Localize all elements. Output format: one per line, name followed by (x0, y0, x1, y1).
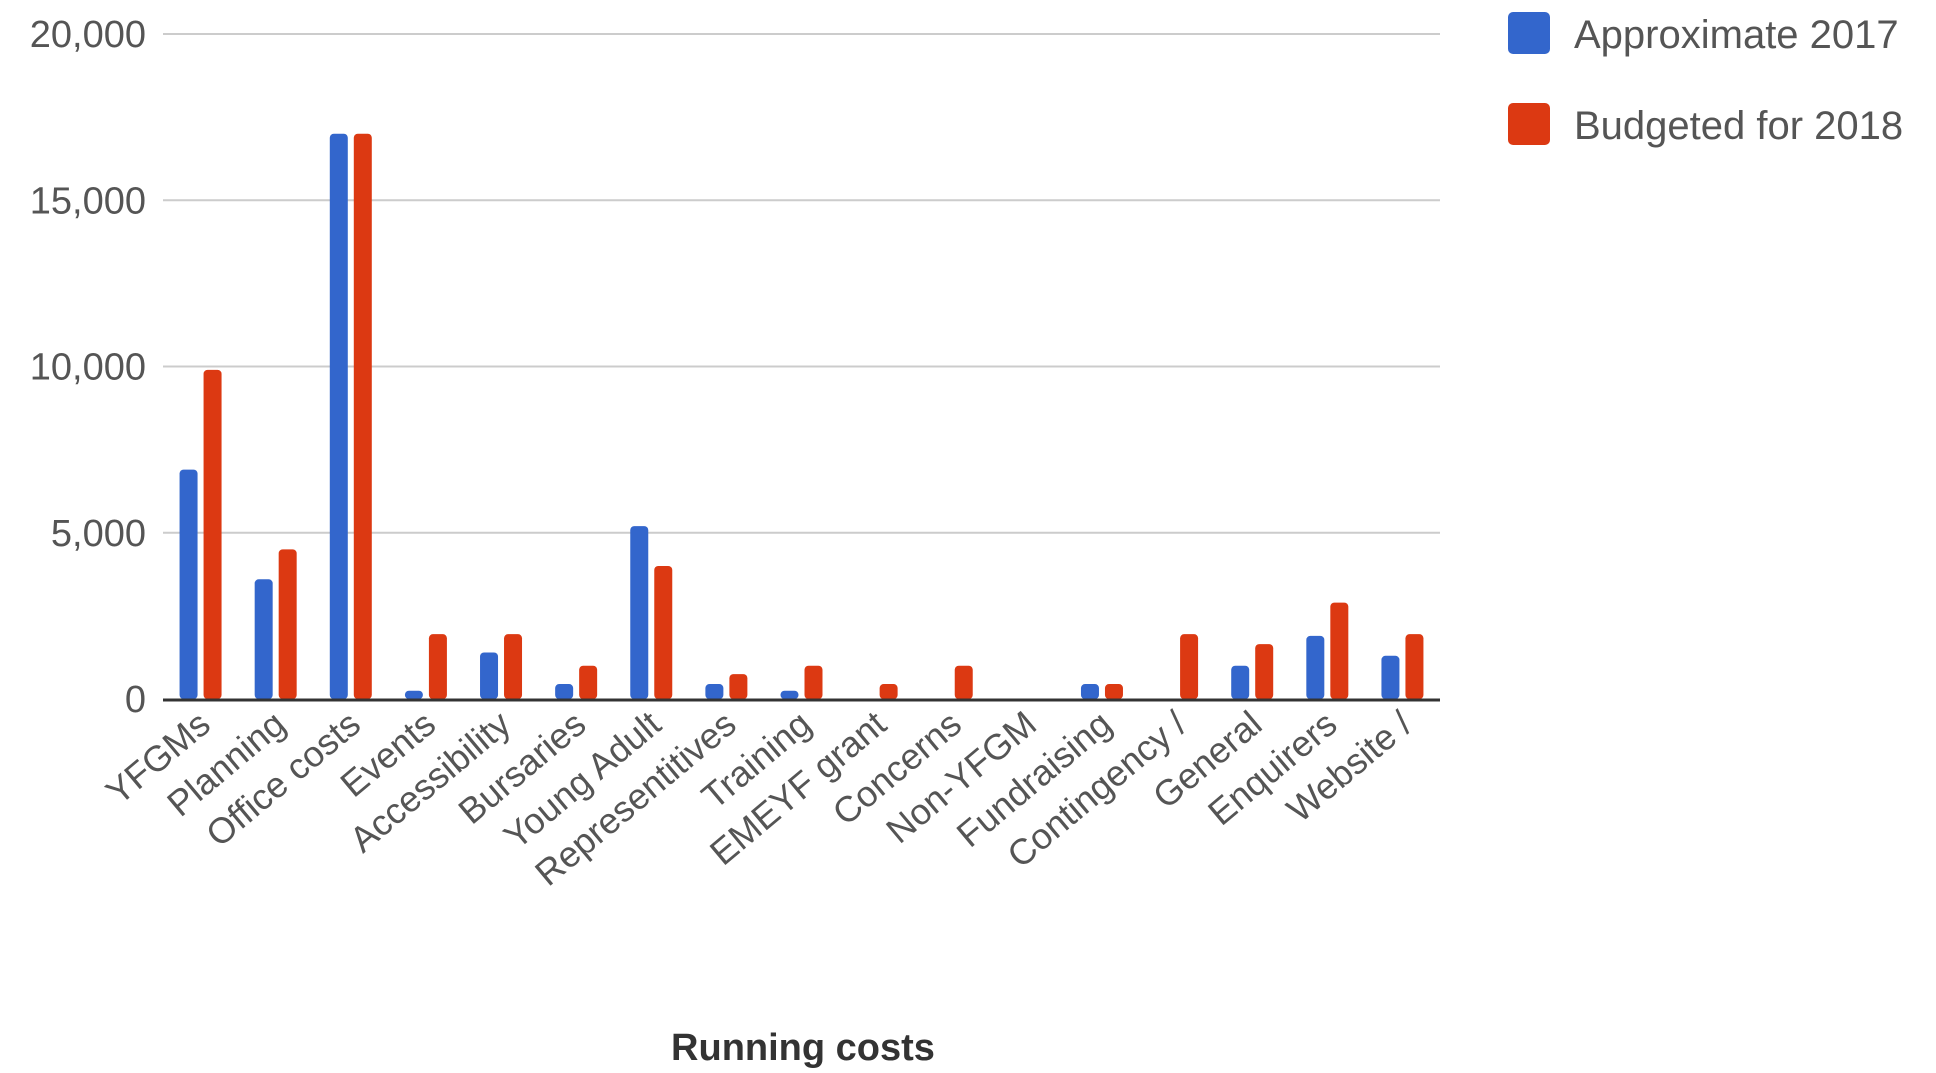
bar-approximate-2017 (179, 469, 198, 699)
bar-budgeted-2018 (1330, 602, 1349, 699)
y-axis-ticks: 0 5,000 10,000 15,000 20,000 (30, 14, 146, 721)
bar-approximate-2017 (404, 690, 423, 699)
bars (179, 133, 1424, 699)
bar-approximate-2017 (254, 579, 273, 699)
bar-approximate-2017 (1381, 655, 1400, 699)
bar-budgeted-2018 (654, 566, 673, 699)
bar-approximate-2017 (780, 690, 799, 699)
bar-budgeted-2018 (804, 665, 823, 699)
bar-budgeted-2018 (1104, 684, 1123, 699)
bar-approximate-2017 (630, 526, 649, 699)
legend-label: Approximate 2017 (1574, 13, 1899, 57)
bar-budgeted-2018 (879, 684, 898, 699)
bar-budgeted-2018 (1405, 634, 1424, 699)
y-tick-label: 0 (125, 679, 146, 721)
legend-swatch (1508, 103, 1550, 145)
bar-budgeted-2018 (954, 665, 973, 699)
bar-budgeted-2018 (1255, 644, 1274, 699)
legend-label: Budgeted for 2018 (1574, 104, 1903, 148)
bar-approximate-2017 (1231, 665, 1250, 699)
bar-budgeted-2018 (278, 549, 297, 699)
bar-approximate-2017 (329, 133, 348, 699)
bar-approximate-2017 (1306, 635, 1325, 699)
bar-budgeted-2018 (353, 133, 372, 699)
bar-budgeted-2018 (579, 665, 598, 699)
gridlines (163, 33, 1440, 534)
y-tick-label: 20,000 (30, 14, 146, 56)
y-tick-label: 15,000 (30, 180, 146, 222)
bar-approximate-2017 (480, 652, 499, 699)
bar-approximate-2017 (1080, 684, 1099, 699)
bar-budgeted-2018 (729, 674, 748, 699)
legend: Approximate 2017 Budgeted for 2018 (1508, 12, 1903, 148)
bar-budgeted-2018 (1180, 634, 1199, 699)
bar-budgeted-2018 (428, 634, 447, 699)
bar-approximate-2017 (705, 684, 724, 699)
x-axis-title: Running costs (671, 1027, 935, 1069)
bar-budgeted-2018 (504, 634, 523, 699)
legend-swatch (1508, 12, 1550, 54)
bar-approximate-2017 (555, 684, 574, 699)
y-tick-label: 5,000 (51, 513, 146, 555)
y-tick-label: 10,000 (30, 347, 146, 389)
bar-budgeted-2018 (203, 369, 222, 699)
